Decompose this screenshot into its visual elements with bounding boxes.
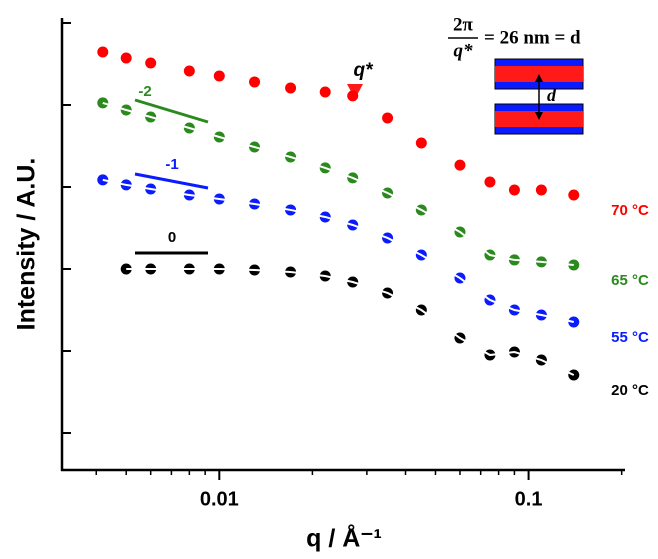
fit-line [102, 101, 574, 266]
data-point [249, 76, 261, 88]
data-point [508, 184, 520, 196]
x-tick-label: 0.1 [515, 488, 543, 510]
series-label: 70 °C [611, 202, 649, 219]
lamellar-diagram: d [494, 58, 584, 135]
data-point [183, 65, 195, 77]
data-point [415, 137, 427, 149]
inset-numerator: 2π [453, 14, 474, 35]
slope-label: -1 [165, 156, 178, 173]
data-point [568, 189, 580, 201]
data-point [145, 57, 157, 69]
y-axis-label: Intensity / A.U. [13, 158, 41, 331]
x-tick-label: 0.01 [200, 488, 239, 510]
data-point [454, 159, 466, 171]
data-point [347, 90, 359, 102]
fit-line [126, 268, 575, 376]
fit-line [102, 178, 574, 323]
series-label: 55 °C [611, 329, 649, 346]
data-point [97, 46, 109, 58]
data-point [484, 176, 496, 188]
data-point [319, 86, 331, 98]
series-label: 20 °C [611, 382, 649, 399]
data-point [382, 112, 394, 124]
inset-denominator: q* [454, 40, 474, 61]
slope-label: 0 [168, 229, 176, 246]
data-point [213, 70, 225, 82]
slope-guide [134, 98, 209, 124]
data-point [535, 184, 547, 196]
series-label: 65 °C [611, 272, 649, 289]
slope-guide [134, 172, 209, 190]
slope-label: -2 [138, 83, 151, 100]
spacing-label: d [547, 85, 557, 105]
data-point [120, 52, 132, 64]
inset-formula: = 26 nm = d [484, 27, 581, 48]
x-axis-label: q / Å⁻¹ [306, 524, 382, 553]
peak-label: q* [354, 60, 375, 81]
data-point [285, 82, 297, 94]
